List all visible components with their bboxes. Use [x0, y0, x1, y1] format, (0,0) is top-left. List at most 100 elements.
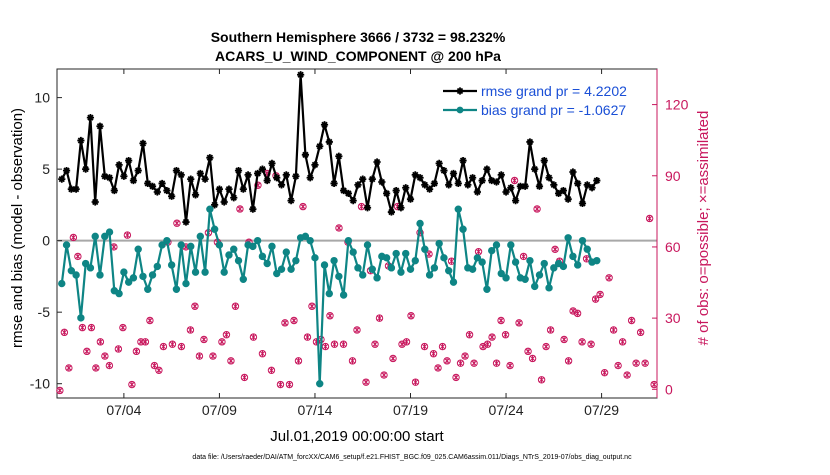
bias-point: [258, 252, 267, 261]
rmse-point: [335, 152, 343, 160]
rmse-point: [287, 197, 295, 205]
assimilated-marker: [286, 381, 293, 388]
bias-point: [344, 236, 353, 245]
bias-point: [339, 291, 348, 299]
bias-point: [72, 271, 80, 279]
obs-count-marker: [569, 307, 577, 315]
assimilated-marker: [74, 253, 81, 260]
obs-count-marker: [461, 352, 469, 360]
bias-point: [540, 259, 548, 268]
bias-point: [311, 254, 319, 262]
obs-count-marker: [515, 319, 523, 327]
y-axis-label: rmse and bias (model - observation): [9, 108, 26, 348]
x-tick-label: 07/04: [106, 402, 141, 418]
rmse-point: [378, 178, 386, 186]
rmse-point: [115, 161, 123, 169]
assimilated-marker: [376, 314, 383, 322]
assimilated-marker: [439, 343, 446, 350]
obs-count-marker: [429, 350, 438, 358]
assimilated-marker: [538, 376, 545, 384]
assimilated-marker: [191, 303, 198, 310]
rmse-point: [120, 172, 128, 180]
rmse-point: [101, 172, 109, 180]
rmse-point: [77, 136, 85, 145]
bias-point: [445, 266, 453, 275]
bias-point: [153, 262, 162, 271]
assimilated-marker: [637, 329, 644, 336]
obs-count-marker: [60, 328, 69, 337]
assimilated-marker: [142, 338, 149, 346]
assimilated-marker: [507, 362, 514, 369]
obs-count-marker: [488, 333, 496, 341]
assimilated-marker: [349, 357, 356, 365]
rmse-point: [421, 181, 429, 189]
obs-count-marker: [65, 364, 73, 372]
assimilated-marker: [196, 352, 203, 360]
bias-point: [201, 268, 209, 276]
rmse-point: [211, 201, 219, 209]
x-tick-label: 07/24: [489, 402, 524, 418]
obs-count-marker: [267, 366, 276, 375]
assimilated-marker: [426, 250, 432, 258]
bias-point: [191, 268, 200, 276]
assimilated-marker: [236, 205, 243, 213]
rmse-point: [268, 159, 276, 168]
bias-point: [488, 246, 496, 255]
series-lines: [58, 71, 601, 388]
bias-point: [325, 289, 333, 298]
assimilated-marker: [92, 364, 99, 372]
obs-count-marker: [209, 352, 217, 360]
bias-point: [402, 249, 410, 258]
rmse-point: [469, 174, 477, 182]
assimilated-marker: [340, 341, 347, 348]
bias-point: [177, 241, 185, 249]
chart-title: Southern Hemisphere 3666 / 3732 = 98.232…: [211, 29, 506, 45]
bias-point: [301, 232, 310, 241]
assimilated-marker: [453, 374, 459, 381]
obs-count-marker: [375, 314, 384, 322]
obs-count-marker: [501, 331, 510, 339]
assimilated-marker: [101, 352, 108, 360]
obs-count-marker: [330, 340, 339, 348]
obs-count-marker: [465, 331, 474, 339]
assimilated-marker: [421, 343, 428, 350]
bias-point: [81, 259, 90, 268]
rmse-point: [564, 195, 572, 203]
obs-count-marker: [195, 352, 204, 360]
plot-frame: [56, 68, 658, 399]
rmse-point: [249, 205, 257, 213]
obs-count-marker: [533, 205, 541, 213]
bias-point: [144, 285, 152, 293]
obs-count-marker: [186, 326, 195, 334]
bias-point: [129, 274, 138, 282]
rmse-point: [168, 192, 176, 200]
assimilated-marker: [444, 357, 450, 365]
bias-point: [91, 232, 99, 241]
rmse-point: [244, 171, 252, 179]
assimilated-marker: [412, 378, 419, 386]
rmse-point: [521, 182, 529, 190]
rmse-point: [416, 174, 424, 182]
obs-count-marker: [371, 340, 379, 348]
obs-count-marker: [578, 338, 586, 346]
bias-point: [196, 232, 205, 241]
assimilated-marker: [106, 362, 113, 369]
obs-count-marker: [150, 361, 159, 370]
bias-point: [511, 258, 520, 266]
rmse-point: [67, 185, 75, 193]
rmse-point: [540, 156, 548, 165]
rmse-point: [182, 218, 190, 226]
bias-point: [225, 251, 233, 259]
obs-count-marker: [618, 338, 627, 346]
assimilated-marker: [282, 319, 288, 327]
bias-point: [120, 268, 128, 276]
obs-count-marker: [249, 333, 258, 341]
bias-point: [101, 232, 109, 241]
obs-count-marker: [299, 202, 307, 211]
rmse-point: [163, 186, 171, 195]
obs-count-marker: [258, 350, 267, 358]
assimilated-marker: [133, 348, 140, 355]
obs-count-marker: [591, 295, 600, 303]
obs-count-marker: [123, 231, 132, 239]
obs-count-marker: [411, 378, 420, 386]
